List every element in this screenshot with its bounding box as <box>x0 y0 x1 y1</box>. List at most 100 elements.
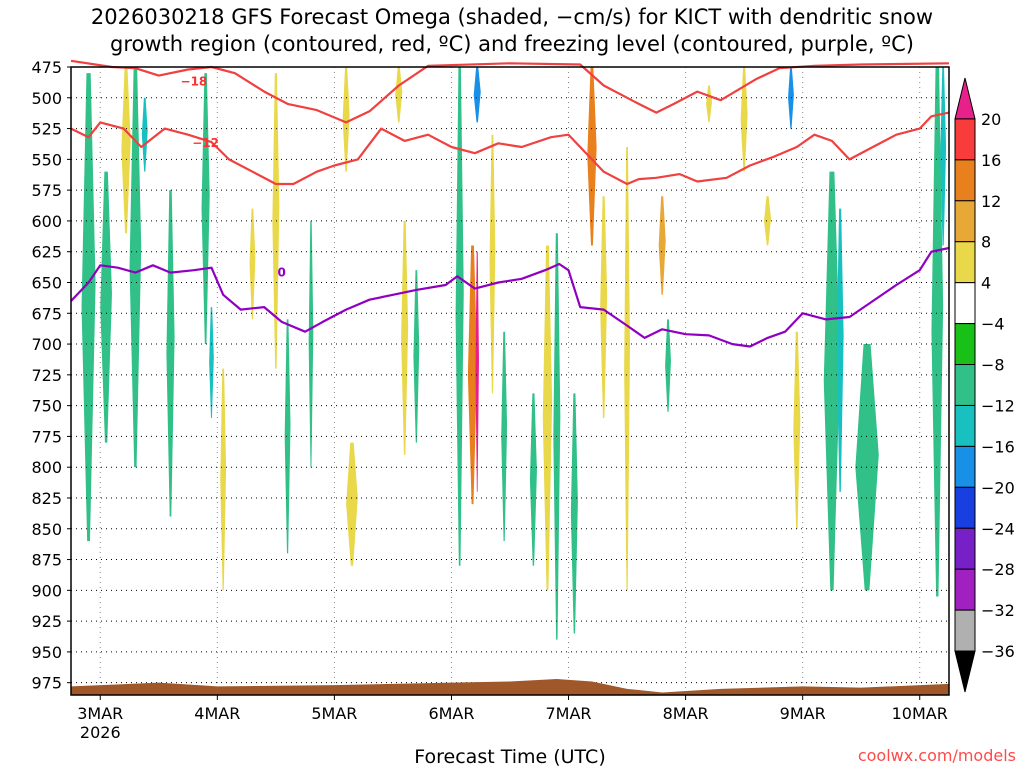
contour-label: −12 <box>192 136 219 150</box>
omega-cell <box>129 67 142 468</box>
colorbar-swatch <box>954 609 976 652</box>
omega-cell <box>788 67 794 129</box>
omega-cell <box>272 73 280 369</box>
omega-cell <box>284 319 291 554</box>
x-tick-label: 9MAR <box>780 704 826 723</box>
omega-cell <box>570 393 578 634</box>
colorbar-label: −28 <box>981 560 1015 579</box>
colorbar-swatch <box>954 323 976 366</box>
omega-cell <box>940 67 947 246</box>
omega-cell <box>121 67 131 234</box>
omega-cell <box>249 208 256 320</box>
y-tick-label: 950 <box>31 643 62 662</box>
colorbar-bottom-arrow <box>954 650 976 693</box>
omega-cell <box>489 134 496 394</box>
y-tick-label: 650 <box>31 273 62 292</box>
omega-cell <box>413 270 420 443</box>
y-tick-label: 500 <box>31 89 62 108</box>
x-axis: 3MAR 4MAR 5MAR 6MAR 7MAR 8MAR 9MAR 10MAR 2026 <box>77 695 948 742</box>
omega-cell <box>81 73 96 542</box>
colorbar-label: −32 <box>981 601 1015 620</box>
contour-line <box>70 59 950 124</box>
y-tick-label: 925 <box>31 612 62 631</box>
y-tick-label: 825 <box>31 489 62 508</box>
colorbar-swatch <box>954 200 976 243</box>
omega-cell <box>395 67 403 123</box>
plot-area: −18 −12 0 <box>70 59 950 696</box>
y-tick-label: 600 <box>31 212 62 231</box>
colorbar-label: 8 <box>981 233 991 252</box>
omega-cell <box>764 196 772 246</box>
y-tick-label: 850 <box>31 520 62 539</box>
omega-cell <box>141 97 148 172</box>
omega-cell <box>473 67 481 123</box>
omega-cell <box>401 220 409 455</box>
omega-cell <box>342 67 350 172</box>
omega-cell <box>501 331 508 542</box>
colorbar-label: −36 <box>981 642 1015 661</box>
omega-cell <box>658 196 666 295</box>
omega-cell <box>100 171 112 443</box>
colorbar-label: 12 <box>981 192 1001 211</box>
omega-cell <box>823 171 841 591</box>
colorbar-label: −20 <box>981 478 1015 497</box>
contour-line <box>70 246 950 348</box>
y-tick-label: 575 <box>31 181 62 200</box>
x-tick-label: 10MAR <box>892 704 948 723</box>
x-tick-year: 2026 <box>80 723 121 742</box>
colorbar-swatch <box>954 404 976 447</box>
colorbar-swatch <box>954 282 976 325</box>
colorbar-top-arrow <box>954 77 976 120</box>
colorbar-swatch <box>954 568 976 611</box>
colorbar-label: −16 <box>981 437 1015 456</box>
y-tick-label: 700 <box>31 335 62 354</box>
contour-label: −18 <box>181 74 208 88</box>
y-tick-label: 750 <box>31 397 62 416</box>
colorbar: 20 16 12 8 4 −4 −8 −12 −16 −20 −24 −28 −32 −36 <box>954 77 1015 693</box>
y-tick-label: 550 <box>31 150 62 169</box>
x-tick-label: 6MAR <box>428 704 474 723</box>
y-tick-label: 475 <box>31 58 62 77</box>
y-tick-label: 900 <box>31 581 62 600</box>
omega-cell <box>220 368 227 591</box>
x-tick-label: 3MAR <box>77 704 123 723</box>
omega-cell <box>740 67 748 172</box>
y-axis: 475 500 525 550 575 600 625 650 675 700 725 750 775 8… <box>31 58 71 693</box>
colorbar-label: −8 <box>981 356 1005 375</box>
omega-cell <box>542 245 553 591</box>
omega-cell <box>931 67 944 597</box>
omega-cell <box>209 307 214 418</box>
y-tick-label: 775 <box>31 427 62 446</box>
colorbar-label: −12 <box>981 396 1015 415</box>
y-tick-label: 875 <box>31 551 62 570</box>
plot-background <box>71 67 949 695</box>
omega-cell <box>346 442 358 566</box>
colorbar-label: 20 <box>981 110 1001 129</box>
colorbar-label: 16 <box>981 151 1001 170</box>
omega-cell <box>587 67 597 246</box>
colorbar-swatch <box>954 486 976 529</box>
y-tick-label: 525 <box>31 120 62 139</box>
colorbar-label: 4 <box>981 274 991 293</box>
omega-cell <box>665 319 671 412</box>
omega-cell <box>793 331 801 529</box>
colorbar-swatch <box>954 118 976 161</box>
x-axis-label: Forecast Time (UTC) <box>414 746 605 768</box>
y-tick-label: 975 <box>31 674 62 693</box>
colorbar-swatch <box>954 159 976 202</box>
omega-cell <box>624 147 630 591</box>
contour-lines: −18 −12 0 <box>70 59 950 348</box>
colorbar-label: −4 <box>981 315 1005 334</box>
colorbar-swatch <box>954 364 976 406</box>
contour-line <box>70 111 950 186</box>
x-tick-label: 7MAR <box>546 704 592 723</box>
omega-cell <box>467 245 478 505</box>
x-tick-label: 8MAR <box>663 704 709 723</box>
chart-title-line-1: 2026030218 GFS Forecast Omega (shaded, −… <box>91 5 933 29</box>
y-tick-label: 800 <box>31 458 62 477</box>
y-tick-label: 725 <box>31 366 62 385</box>
omega-cell <box>455 67 464 566</box>
x-tick-label: 5MAR <box>311 704 357 723</box>
credit-text: coolwx.com/models <box>858 746 1016 765</box>
plot-frame <box>70 66 950 696</box>
